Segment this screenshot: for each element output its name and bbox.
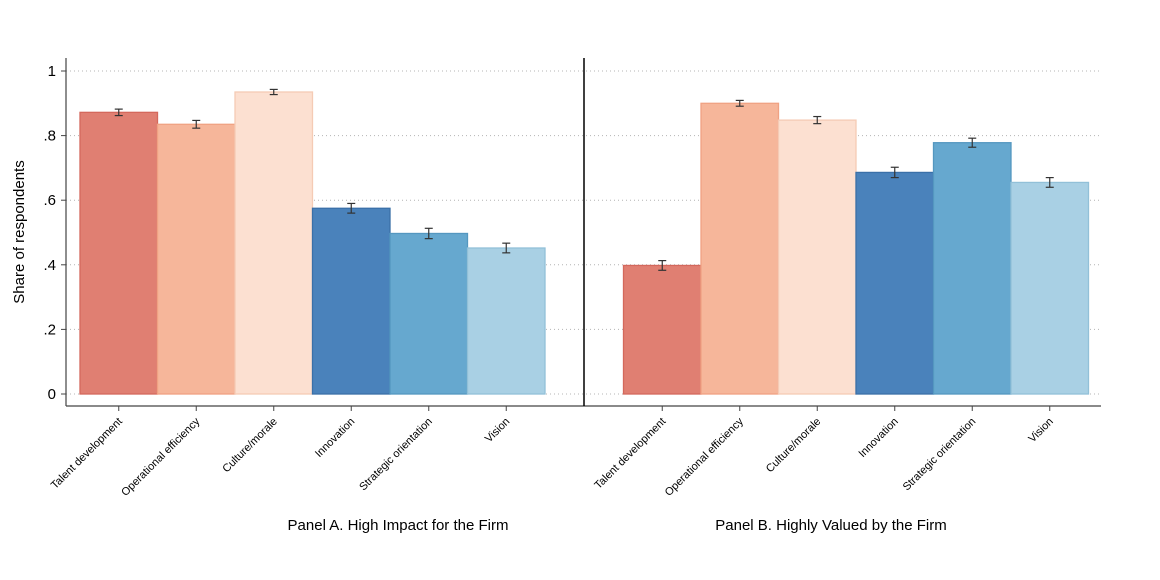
category-label: Talent development bbox=[49, 416, 125, 492]
error-bar bbox=[192, 119, 201, 129]
bar bbox=[311, 207, 391, 395]
y-tick-label: 1 bbox=[48, 63, 56, 80]
category-label: Culture/morale bbox=[220, 416, 279, 475]
y-tick-label: 0 bbox=[48, 386, 56, 403]
y-tick-label: .6 bbox=[43, 192, 56, 209]
bar bbox=[466, 247, 546, 395]
y-axis-title: Share of respondents bbox=[11, 160, 28, 303]
bar bbox=[855, 171, 935, 395]
bar bbox=[156, 123, 236, 395]
bar bbox=[777, 119, 857, 395]
error-bar bbox=[347, 202, 356, 214]
bar bbox=[932, 142, 1012, 395]
bar bbox=[389, 232, 469, 395]
category-label: Strategic orientation bbox=[357, 416, 435, 494]
error-bar bbox=[658, 260, 667, 271]
bar bbox=[700, 102, 780, 395]
error-bar bbox=[1045, 176, 1054, 188]
category-label: Vision bbox=[1026, 416, 1056, 446]
error-bars bbox=[114, 88, 1054, 271]
error-bar bbox=[968, 137, 977, 148]
bar bbox=[622, 264, 702, 395]
bar bbox=[79, 111, 159, 395]
category-label: Culture/morale bbox=[764, 416, 823, 475]
panel-title: Panel B. Highly Valued by the Firm bbox=[715, 517, 947, 534]
y-tick-label: .2 bbox=[43, 321, 56, 338]
error-bar bbox=[114, 108, 123, 117]
panel-titles: Panel A. High Impact for the Firm Panel B… bbox=[288, 517, 947, 534]
y-tick-label: .4 bbox=[43, 257, 56, 274]
panel-title: Panel A. High Impact for the Firm bbox=[288, 517, 509, 534]
category-label: Vision bbox=[483, 416, 513, 446]
error-bar bbox=[890, 166, 899, 179]
category-label: Operational efficiency bbox=[119, 415, 202, 498]
category-label: Innovation bbox=[313, 416, 357, 460]
y-ticks: 0 .2 .4 .6 .8 1 bbox=[43, 63, 66, 403]
category-label: Operational efficiency bbox=[663, 415, 746, 498]
category-label: Innovation bbox=[856, 416, 900, 460]
category-label: Strategic orientation bbox=[901, 416, 979, 494]
error-bar bbox=[735, 99, 744, 107]
axes bbox=[65, 58, 1101, 411]
error-bar bbox=[502, 242, 511, 254]
error-bar bbox=[813, 115, 822, 125]
error-bar bbox=[269, 88, 278, 96]
category-label: Talent development bbox=[592, 416, 668, 492]
error-bar bbox=[424, 227, 433, 240]
bars bbox=[79, 91, 1090, 395]
bar bbox=[234, 91, 314, 395]
bar bbox=[1010, 181, 1090, 395]
y-tick-label: .8 bbox=[43, 128, 56, 145]
